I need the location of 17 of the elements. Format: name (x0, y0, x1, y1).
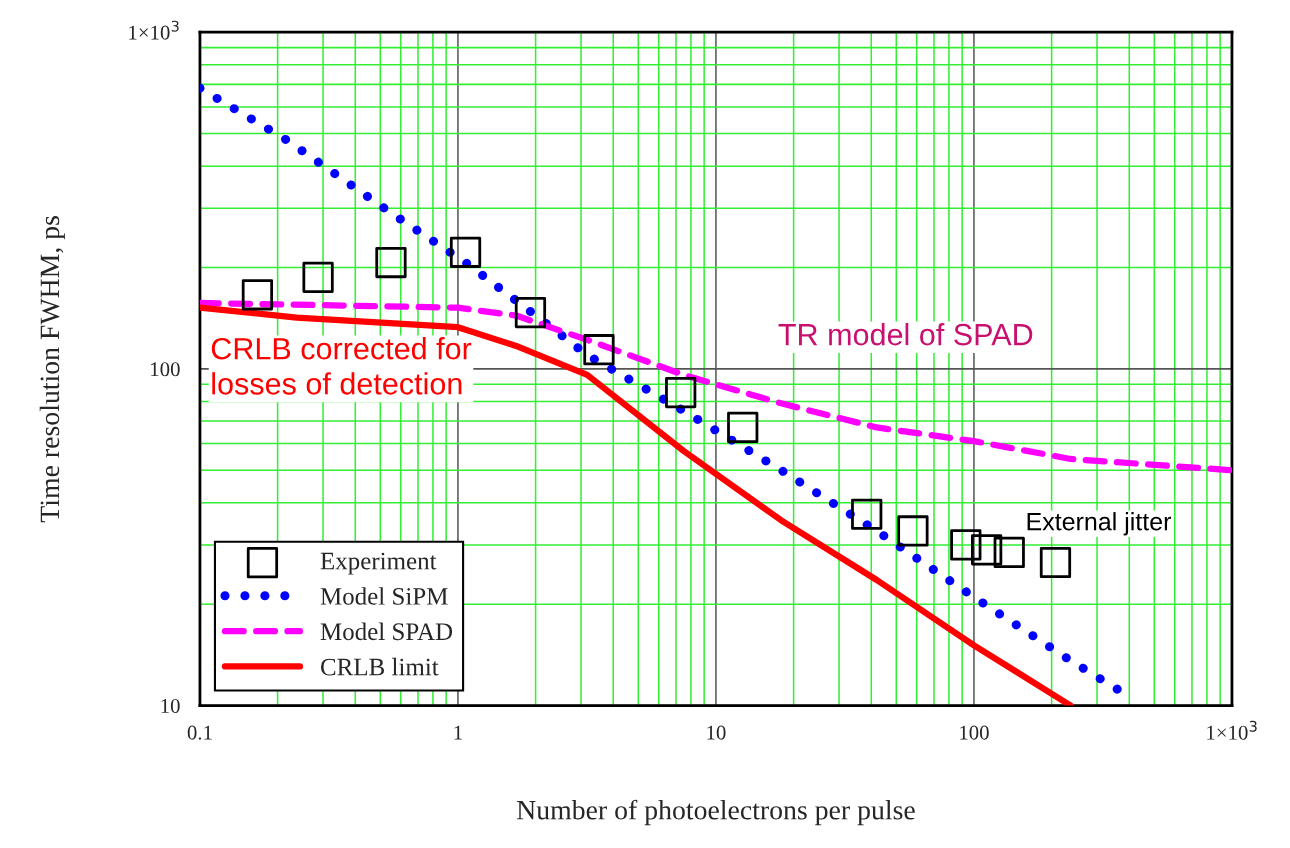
legend-label: Experiment (320, 552, 437, 575)
x-tick-label: 1×10$^{3}$ (1207, 720, 1257, 740)
y-tick-label: 1×10$^{3}$ (129, 20, 179, 40)
y-tick-label: 10 (161, 698, 180, 713)
x-tick-label: 10 (707, 725, 726, 740)
annotation: CRLB corrected for losses of detection (211, 337, 472, 395)
annotation: TR model of SPAD (778, 322, 1033, 346)
x-tick-label: 1 (454, 725, 462, 740)
annotation: External jitter (1027, 512, 1172, 536)
x-axis-title: Number of photoelectrons per pulse (516, 799, 915, 826)
legend-label: Model SPAD (320, 622, 453, 641)
legend-label: CRLB limit (320, 657, 439, 676)
y-tick-label: 100 (151, 362, 180, 377)
x-tick-label: 0.1 (187, 725, 212, 740)
y-axis-title: Time resolution FWHM, ps (39, 216, 65, 523)
x-tick-label: 100 (960, 725, 989, 740)
legend-label: Model SiPM (320, 587, 448, 605)
